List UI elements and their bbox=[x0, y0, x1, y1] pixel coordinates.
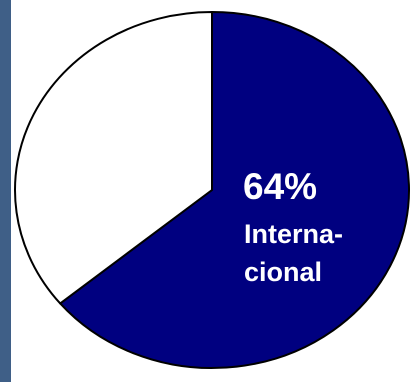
pie-slice-0 bbox=[59, 11, 410, 369]
left-edge-bar bbox=[0, 0, 11, 382]
pie-slices bbox=[14, 11, 410, 369]
pie-slice-1 bbox=[14, 11, 213, 305]
slice-category-label-line-2: cional bbox=[244, 257, 322, 287]
slice-category-label-line-1: Interna- bbox=[244, 219, 343, 249]
slice-percent-label: 64% bbox=[243, 166, 317, 207]
